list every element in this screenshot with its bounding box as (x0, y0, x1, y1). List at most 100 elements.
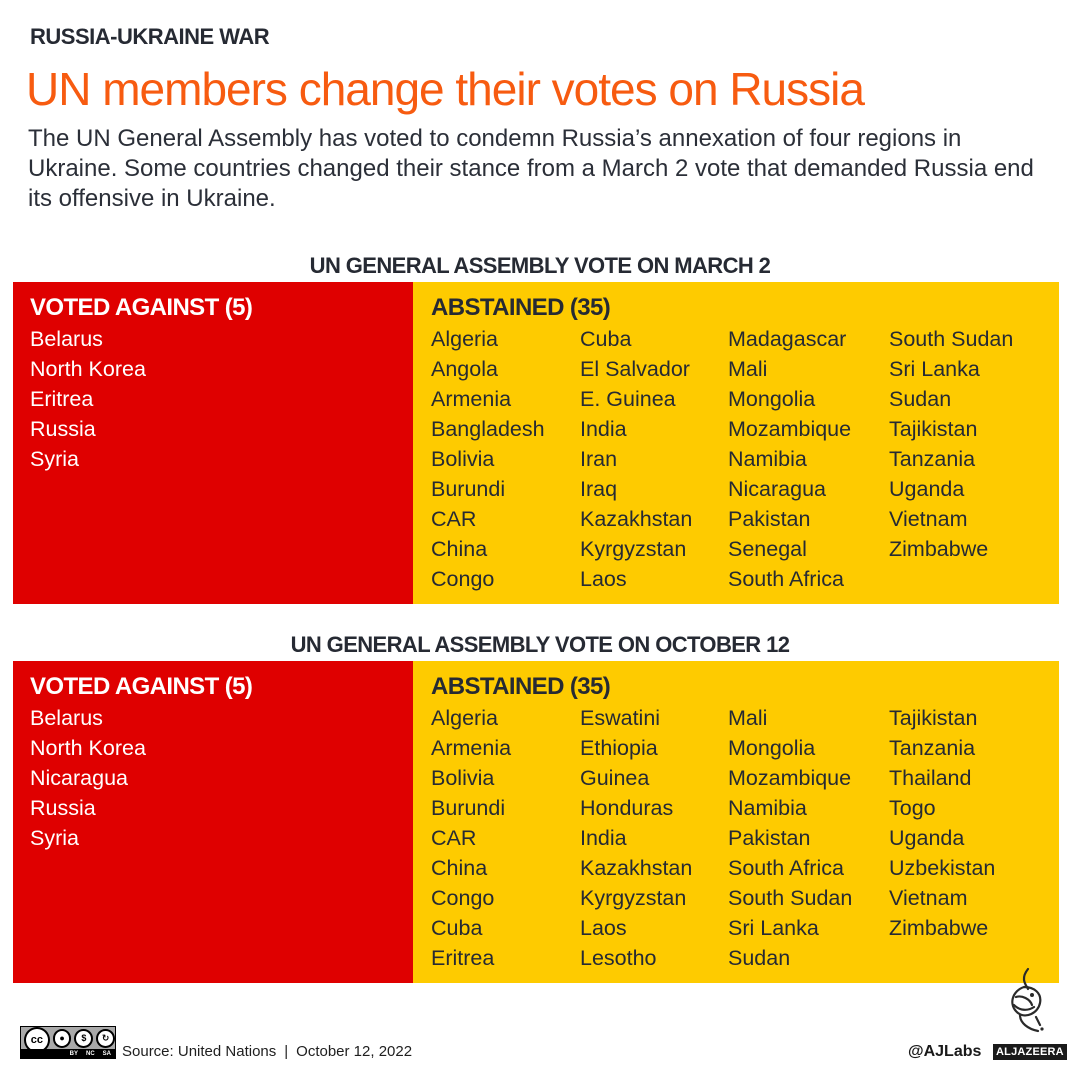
list-item: Eswatini (580, 706, 661, 730)
list-item: Mozambique (728, 766, 852, 790)
date-text: October 12, 2022 (296, 1043, 413, 1060)
list-item: Cuba (580, 327, 632, 351)
list-item: Algeria (431, 706, 498, 730)
list-item: Mongolia (728, 736, 816, 760)
voted-against-heading: VOTED AGAINST (5) (30, 673, 253, 700)
list-item: Congo (431, 886, 495, 910)
abstained-panel: ABSTAINED (35) Algeria Angola Armenia Ba… (413, 282, 1059, 604)
vote-block-march: VOTED AGAINST (5) Belarus North Korea Er… (13, 282, 1059, 604)
list-item: Mongolia (728, 387, 816, 411)
list-item: Bangladesh (431, 417, 545, 441)
license-term: BY (69, 1050, 78, 1057)
list-item: Russia (30, 417, 96, 441)
abstained-grid: Algeria Angola Armenia Bangladesh Bolivi… (431, 324, 1059, 594)
list-item: Pakistan (728, 826, 811, 850)
list-item: Senegal (728, 537, 807, 561)
abstained-column: Algeria Armenia Bolivia Burundi CAR Chin… (431, 703, 580, 973)
cc-icon: cc (24, 1027, 50, 1053)
list-item: Kyrgyzstan (580, 886, 687, 910)
list-item: Sudan (728, 946, 791, 970)
list-item: Uganda (889, 477, 965, 501)
abstained-column: Madagascar Mali Mongolia Mozambique Nami… (728, 324, 889, 594)
aljazeera-wordmark: ALJAZEERA (993, 1044, 1067, 1060)
list-item: Zimbabwe (889, 537, 989, 561)
abstained-heading: ABSTAINED (35) (431, 673, 611, 700)
list-item: Iran (580, 447, 618, 471)
list-item: Laos (580, 916, 627, 940)
abstained-column: Mali Mongolia Mozambique Namibia Pakista… (728, 703, 889, 973)
list-item: Kazakhstan (580, 856, 693, 880)
list-item: Algeria (431, 327, 498, 351)
list-item: Thailand (889, 766, 972, 790)
abstained-column: Cuba El Salvador E. Guinea India Iran Ir… (580, 324, 728, 594)
list-item: Guinea (580, 766, 650, 790)
list-item: Uganda (889, 826, 965, 850)
list-item: CAR (431, 507, 477, 531)
abstained-column: Tajikistan Tanzania Thailand Togo Uganda… (889, 703, 1059, 973)
list-item: Iraq (580, 477, 618, 501)
list-item: Sri Lanka (728, 916, 819, 940)
list-item: Bolivia (431, 766, 495, 790)
list-item: Kyrgyzstan (580, 537, 687, 561)
voted-against-panel: VOTED AGAINST (5) Belarus North Korea Ni… (13, 661, 413, 983)
list-item: Honduras (580, 796, 674, 820)
list-item: Congo (431, 567, 495, 591)
license-term: NC (85, 1050, 95, 1057)
creative-commons-icon: cc ● $ ↻ BY NC SA (20, 1026, 116, 1059)
headline: UN members change their votes on Russia (26, 63, 865, 115)
list-item: Nicaragua (30, 766, 128, 790)
vote-block-october: VOTED AGAINST (5) Belarus North Korea Ni… (13, 661, 1059, 983)
abstained-panel: ABSTAINED (35) Algeria Armenia Bolivia B… (413, 661, 1059, 983)
abstained-heading: ABSTAINED (35) (431, 294, 611, 321)
list-item: Sudan (889, 387, 952, 411)
list-item: Cuba (431, 916, 483, 940)
list-item: Burundi (431, 796, 506, 820)
list-item: E. Guinea (580, 387, 676, 411)
list-item: Namibia (728, 447, 807, 471)
list-item: Uzbekistan (889, 856, 996, 880)
voted-against-list: Belarus North Korea Eritrea Russia Syria (30, 324, 413, 474)
abstained-column: Eswatini Ethiopia Guinea Honduras India … (580, 703, 728, 973)
list-item: Ethiopia (580, 736, 658, 760)
list-item: Togo (889, 796, 936, 820)
list-item: Belarus (30, 327, 103, 351)
list-item: Eritrea (431, 946, 495, 970)
list-item: China (431, 856, 488, 880)
section-title-october: UN GENERAL ASSEMBLY VOTE ON OCTOBER 12 (290, 632, 790, 657)
list-item: Vietnam (889, 507, 968, 531)
list-item: South Sudan (728, 886, 853, 910)
list-item: El Salvador (580, 357, 690, 381)
list-item: South Africa (728, 856, 844, 880)
abstained-column: Algeria Angola Armenia Bangladesh Bolivi… (431, 324, 580, 594)
voted-against-panel: VOTED AGAINST (5) Belarus North Korea Er… (13, 282, 413, 604)
voted-against-list: Belarus North Korea Nicaragua Russia Syr… (30, 703, 413, 853)
ajlabs-handle: @AJLabs (908, 1043, 982, 1060)
list-item: South Sudan (889, 327, 1014, 351)
list-item: Syria (30, 447, 79, 471)
share-alike-icon: ↻ (96, 1028, 116, 1048)
list-item: Bolivia (431, 447, 495, 471)
list-item: Belarus (30, 706, 103, 730)
list-item: Tanzania (889, 736, 976, 760)
list-item: Armenia (431, 736, 512, 760)
list-item: Eritrea (30, 387, 94, 411)
list-item: Vietnam (889, 886, 968, 910)
list-item: South Africa (728, 567, 844, 591)
license-term: SA (102, 1050, 111, 1057)
list-item: Mali (728, 357, 768, 381)
list-item: Mozambique (728, 417, 852, 441)
non-commercial-icon: $ (74, 1028, 94, 1048)
voted-against-heading: VOTED AGAINST (5) (30, 294, 253, 321)
source-line: Source: United Nations | October 12, 2022 (122, 1043, 412, 1060)
list-item: China (431, 537, 488, 561)
list-item: Laos (580, 567, 627, 591)
list-item: Kazakhstan (580, 507, 693, 531)
attribution-icon: ● (52, 1028, 72, 1048)
subtext: The UN General Assembly has voted to con… (28, 125, 1034, 212)
list-item: Zimbabwe (889, 916, 989, 940)
list-item: Madagascar (728, 327, 847, 351)
list-item: North Korea (30, 357, 146, 381)
list-item: Namibia (728, 796, 807, 820)
abstained-grid: Algeria Armenia Bolivia Burundi CAR Chin… (431, 703, 1059, 973)
section-title-march: UN GENERAL ASSEMBLY VOTE ON MARCH 2 (309, 253, 771, 278)
